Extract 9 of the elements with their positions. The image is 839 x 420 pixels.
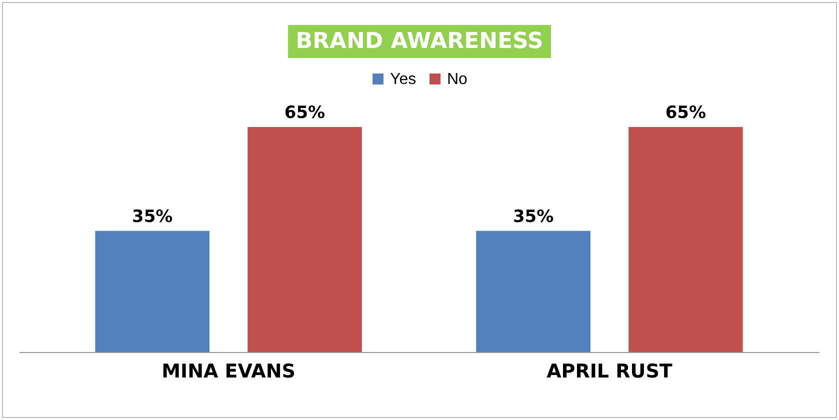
legend-label: No <box>447 71 468 88</box>
data-label: 65% <box>284 103 326 123</box>
data-label: 35% <box>132 206 173 227</box>
chart-title: BRAND AWARENESS <box>288 25 552 58</box>
legend-label: Yes <box>390 71 416 88</box>
data-label: 65% <box>665 103 706 123</box>
x-tick-label: APRIL RUST <box>546 360 672 382</box>
x-tick-label: MINA EVANS <box>162 360 296 382</box>
data-label: 35% <box>512 206 554 227</box>
